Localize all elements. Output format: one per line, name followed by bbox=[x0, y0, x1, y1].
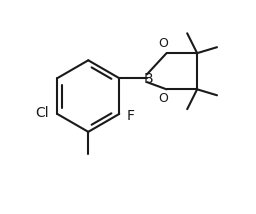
Text: O: O bbox=[159, 92, 168, 105]
Text: B: B bbox=[143, 72, 153, 86]
Text: Cl: Cl bbox=[36, 106, 49, 120]
Text: F: F bbox=[126, 109, 134, 123]
Text: O: O bbox=[159, 37, 168, 50]
